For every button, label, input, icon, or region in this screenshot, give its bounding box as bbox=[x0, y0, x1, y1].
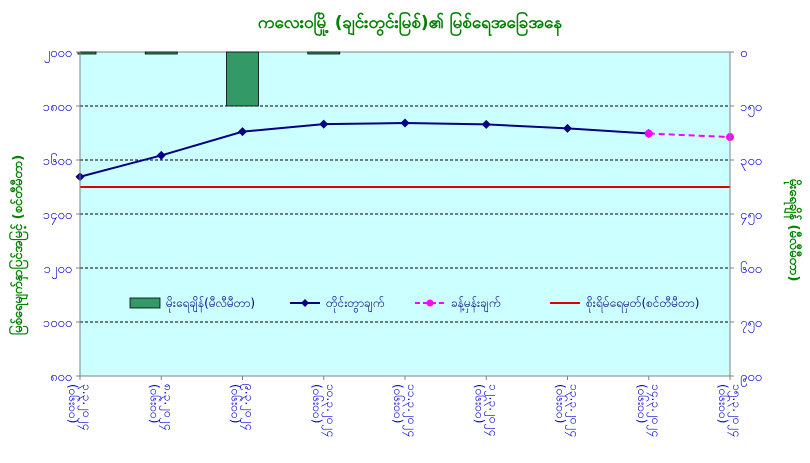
right-tick-label: ၃၀၀ bbox=[740, 154, 762, 171]
x-tick-label-text: ၁၃.၃.၂၀၂၄(၀၆း၀၀) bbox=[554, 384, 582, 437]
x-tick-label-text: ၃.၃.၂၀၂၄(၀၆း၀၀) bbox=[66, 384, 94, 430]
observed-point bbox=[238, 127, 247, 137]
x-tick-date: ၃.၃.၂၀၂၄ bbox=[77, 384, 94, 430]
left-tick-label: ၂၀၀၀ bbox=[44, 46, 72, 63]
x-tick-label: ၈.၃.၂၀၂၄(၀၆း၀၀) bbox=[147, 384, 175, 431]
x-tick-label: ၃.၃.၂၀၂၄(၀၆း၀၀) bbox=[66, 384, 94, 430]
observed-line bbox=[79, 122, 649, 178]
gridlines bbox=[80, 105, 730, 323]
x-tick-label-text: ၁၅.၃.၂၀၂၄(၀၆း၀၀) bbox=[716, 384, 744, 437]
y-axis-right-label: မိုးရေချိန် (မီလီမီတာ) bbox=[783, 179, 803, 282]
x-tick-time: (၀၆း၀၀) bbox=[147, 384, 162, 423]
rainfall-bar bbox=[144, 51, 178, 55]
x-tick-time: (၀၆း၀၀) bbox=[310, 384, 325, 423]
x-tick-label-text: ၁၂.၃.၂၀၂၄(၀၆း၀၀) bbox=[472, 384, 500, 436]
x-tick-time: (၀၆း၀၀) bbox=[716, 384, 731, 423]
x-tick-label-text: ၁၁.၃.၂၀၂၄(၀၆း၀၀) bbox=[391, 384, 419, 437]
rainfall-bar bbox=[226, 51, 259, 107]
left-axis: ၈၀၀ ၁၀၀၀ ၁၂၀၀ ၁၄၀၀ ၁၆၀၀ ၁၈၀၀ ၂၀၀၀ bbox=[43, 46, 81, 385]
legend-swatch-marker bbox=[301, 299, 309, 307]
left-tick-label: ၈၀၀ bbox=[50, 370, 72, 385]
legend-label: တိုင်းတွာချက် bbox=[326, 295, 384, 313]
y-axis-left-label: မြစ်ရေမျက်နှာပြင်အမြင့် (စင်တီမီတာ) bbox=[8, 155, 29, 335]
chart-title: ကလေးဝမြို့ (ချင်းတွင်းမြစ်)၏ မြစ်ရေအခြေအ… bbox=[258, 10, 562, 37]
x-tick-time: (၀၆း၀၀) bbox=[229, 384, 244, 423]
right-tick-label: ၆၀၀ bbox=[740, 261, 762, 277]
observed-point bbox=[156, 150, 166, 160]
observed-point bbox=[563, 123, 572, 133]
x-tick-time: (၀၆း၀၀) bbox=[554, 384, 569, 423]
left-tick-label: ၁၀၀၀ bbox=[43, 316, 72, 331]
x-tick-label-text: ၁၀.၃.၂၀၂၄(၀၆း၀၀) bbox=[310, 384, 338, 437]
x-tick-time: (၀၆း၀၀) bbox=[391, 384, 406, 423]
x-tick-label: ၁၁.၃.၂၀၂၄(၀၆း၀၀) bbox=[391, 384, 419, 437]
x-tick-date: ၁၅.၃.၂၀၂၄ bbox=[727, 384, 744, 437]
observed-point bbox=[319, 119, 329, 129]
x-tick-label-text: ၁၄.၃.၂၀၂၄(၀၆း၀၀) bbox=[635, 384, 663, 437]
rainfall-bar bbox=[307, 51, 341, 55]
legend-swatch-bar bbox=[129, 297, 161, 309]
observed-point bbox=[481, 119, 491, 129]
x-tick-time: (၀၆း၀၀) bbox=[66, 384, 81, 423]
left-tick-label: ၁၆၀၀ bbox=[43, 153, 72, 169]
x-tick-date: ၉.၃.၂၀၂၄ bbox=[240, 384, 257, 430]
rainfall-bar bbox=[77, 51, 97, 55]
legend-label: စိုးရိမ်ရေမှတ်(စင်တီမီတာ) bbox=[586, 295, 699, 313]
forecast-point bbox=[644, 129, 653, 138]
x-tick-time: (၀၆း၀၀) bbox=[472, 384, 487, 423]
x-tick-label: ၁၄.၃.၂၀၂၄(၀၆း၀၀) bbox=[635, 384, 663, 437]
x-tick-date: ၁၂.၃.၂၀၂၄ bbox=[483, 384, 500, 436]
x-tick-label-text: ၈.၃.၂၀၂၄(၀၆း၀၀) bbox=[147, 384, 175, 431]
right-tick-label: ၇၅၀ bbox=[740, 316, 762, 333]
x-tick-date: ၈.၃.၂၀၂၄ bbox=[158, 384, 175, 431]
x-tick-date: ၁၀.၃.၂၀၂၄ bbox=[321, 384, 338, 437]
x-tick-label: ၁၅.၃.၂၀၂၄(၀၆း၀၀) bbox=[716, 384, 744, 437]
right-tick-label: ၁၅၀ bbox=[740, 100, 762, 117]
x-tick-date: ၁၃.၃.၂၀၂၄ bbox=[565, 384, 582, 437]
legend-label: မိုးရေချိန်(မီလီမီတာ) bbox=[166, 295, 255, 313]
left-tick-label: ၁၄၀၀ bbox=[43, 208, 72, 225]
x-tick-date: ၁၁.၃.၂၀၂၄ bbox=[402, 384, 419, 437]
x-tick-date: ၁၄.၃.၂၀၂၄ bbox=[646, 384, 663, 437]
x-tick-label-text: ၉.၃.၂၀၂၄(၀၆း၀၀) bbox=[229, 384, 257, 430]
forecast-line bbox=[648, 132, 731, 139]
right-tick-label: ၄၅၀ bbox=[740, 208, 762, 225]
legend-swatch-marker bbox=[426, 299, 434, 307]
right-tick-label: ၀ bbox=[740, 46, 747, 61]
right-tick-label: ၉၀၀ bbox=[740, 370, 762, 387]
x-tick-label: ၁၀.၃.၂၀၂၄(၀၆း၀၀) bbox=[310, 384, 338, 437]
left-tick-label: ၁၂၀၀ bbox=[44, 262, 72, 279]
x-tick-time: (၀၆း၀၀) bbox=[635, 384, 650, 423]
left-tick-label: ၁၈၀၀ bbox=[43, 100, 72, 115]
x-axis: ၃.၃.၂၀၂၄(၀၆း၀၀) ၈.၃.၂၀၂၄(၀၆း၀၀) ၉.၃.၂၀၂၄(၀… bbox=[66, 376, 744, 437]
x-tick-label: ၉.၃.၂၀၂၄(၀၆း၀၀) bbox=[229, 384, 257, 430]
x-tick-label: ၁၂.၃.၂၀၂၄(၀၆း၀၀) bbox=[472, 384, 500, 436]
series-lines bbox=[75, 118, 734, 188]
rainfall-bars bbox=[77, 51, 341, 107]
legend: မိုးရေချိန်(မီလီမီတာ) တိုင်းတွာချက် ခန့်မှ… bbox=[129, 295, 699, 313]
x-tick-label: ၁၃.၃.၂၀၂၄(၀၆း၀၀) bbox=[554, 384, 582, 437]
legend-label: ခန့်မှန်းချက် bbox=[451, 295, 500, 313]
observed-point bbox=[400, 118, 410, 128]
